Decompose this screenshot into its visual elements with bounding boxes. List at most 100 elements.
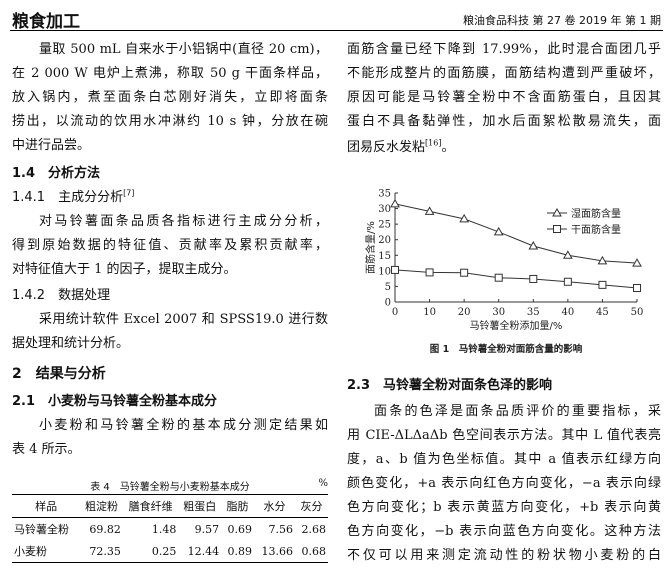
data-point [391,265,399,274]
table-cell: 12.44 [178,540,222,563]
series-line-2 [394,269,638,289]
text-line: 放入锅内，煮至面条白芯刚好消失，立即将面条 [12,90,328,105]
journal-info: 粮油食品科技 第 27 卷 2019 年 第 1 期 [463,14,661,27]
data-point [633,283,641,292]
gluten-content-chart: 0 5 10 15 20 25 30 35 0 10 20 30 35 40 45 50 马铃薯全粉添加量/% 面… [364,189,644,356]
table-cell: 1.48 [151,522,177,536]
text-line: 对马铃薯面条品质各指标进行主成分分析， [39,214,328,229]
figure-caption: 图 1 马铃薯全粉对面筋含量的影响 [430,343,583,355]
table-cell: 0.89 [221,540,254,563]
column-header: 脂肪 [221,494,254,518]
table-cell: 7.56 [268,522,294,536]
y-tick-label: 15 [378,251,391,262]
x-tick-label: 40 [561,307,574,318]
data-point [460,268,469,277]
text-line: 色方向变化，−b 表示向蓝色方向变化。这种方法 [347,524,661,539]
data-point [390,198,400,208]
x-axis-label: 马铃薯全粉添加量/% [470,319,563,332]
data-point [493,226,504,236]
y-tick-label: 0 [385,298,391,309]
table-cell: 69.82 [89,522,121,536]
data-point [597,255,608,265]
column-header: 粗蛋白 [178,494,222,518]
section-title: 粮食加工 [12,12,80,32]
text-line: 颜色变化，+a 表示向红色方向变化，−a 表示向绿 [347,476,661,491]
heading-1-4-1: 1.4.1 主成分分析[7] [12,188,135,205]
text-line: 不能形成整片的面筋膜，面筋结构遭到严重破坏， [347,66,661,81]
data-point [598,280,607,289]
x-tick-label: 50 [631,307,644,318]
text-line: 在 2 000 W 电炉上煮沸，称取 50 g 干面条样品， [12,66,328,81]
data-point [529,274,538,283]
y-tick-label: 35 [378,189,391,200]
data-point [424,206,435,215]
table-caption: 表 4 马铃薯全粉与小麦粉基本成分 [90,482,250,493]
text-line: 量取 500 mL 自来水于小铝锅中(直径 20 cm)， [39,42,328,57]
column-header: 膳食纤维 [122,494,179,518]
composition-table: 样品 粗淀粉 膳食纤维 粗蛋白 脂肪 水分 灰分 马铃薯全粉 69.82 1.4… [12,494,328,563]
x-tick-label: 10 [423,307,436,318]
text-line: 中进行品尝。 [12,138,91,153]
column-header: 粗淀粉 [80,494,123,518]
text-line: 蛋白不具备黏弹性，加水后面絮松散易流失，面 [347,114,661,129]
y-axis-label: 面筋含量/% [364,221,377,274]
heading-2: 2 结果与分析 [12,366,106,382]
y-tick-label: 5 [385,282,391,293]
text-line: 团易反水发粘[16]。 [347,138,455,155]
table-cell: 72.35 [80,540,123,563]
table-cell: 马铃薯全粉 [14,523,69,536]
text-line: 面筋含量已经下降到 17.99%，此时混合面团几乎 [347,42,661,57]
data-point [563,277,572,286]
table-cell: 小麦粉 [12,540,81,563]
text-line: 原因可能是马铃薯全粉中不含面筋蛋白，且因其 [347,90,661,105]
table-cell: 2.68 [301,522,327,536]
legend-marker [553,225,561,233]
x-tick-label: 45 [596,307,609,318]
heading-2-1: 2.1 小麦粉与马铃薯全粉基本成分 [12,394,218,409]
table-cell: 13.66 [254,540,296,563]
text-line: 对特征值大于 1 的因子，提取主成分。 [12,262,237,277]
data-point [494,273,503,282]
table-cell: 0.25 [122,540,179,563]
y-tick-label: 20 [378,235,391,246]
column-header: 样品 [12,494,81,518]
data-point [425,268,434,277]
text-line: 不仅可以用来测定流动性的粉状物小麦粉的白 [347,548,661,563]
text-line: 色方向变化；b 表示黄蓝方向变化，+b 表示向黄 [347,500,661,515]
table-row: 小麦粉 72.35 0.25 12.44 0.89 13.66 0.68 [12,540,328,563]
text-line: 用 CIE-ΔLΔaΔb 色空间表示方法。其中 L 值代表亮 [347,428,661,443]
text-line: 小麦粉和马铃薯全粉的基本成分测定结果如 [39,418,328,433]
data-point [632,258,642,267]
table-unit: % [318,478,328,489]
x-tick-label: 20 [458,307,471,318]
table-cell: 9.57 [194,522,220,536]
header-rule [10,30,663,31]
heading-2-3: 2.3 马铃薯全粉对面条色泽的影响 [347,378,553,393]
heading-1-4-2: 1.4.2 数据处理 [12,288,111,303]
legend-marker [552,207,562,217]
text-line: 度，a、b 值为色坐标值。其中 a 值表示红绿方向 [347,452,661,467]
text-line: 面条的色泽是面条品质评价的重要指标，采 [374,404,661,419]
text-line: 据处理和统计分析。 [12,336,130,351]
legend-label: 干面筋含量 [571,223,621,236]
series-line-1 [394,203,638,264]
y-tick-label: 30 [378,204,391,215]
legend-label: 湿面筋含量 [571,207,621,220]
x-tick-label: 0 [392,307,398,318]
table-cell: 0.69 [227,522,253,536]
table-cell: 0.68 [295,540,328,563]
text-line: 采用统计软件 Excel 2007 和 SPSS19.0 进行数 [39,312,328,327]
x-tick-label: 30 [492,307,505,318]
y-tick-label: 10 [378,266,391,277]
text-line: 捞出，以流动的饮用水冲淋约 10 s 钟，分放在碗 [12,114,328,129]
table-row: 马铃薯全粉 69.82 1.48 9.57 0.69 7.56 2.68 [12,518,328,541]
y-tick-label: 25 [378,220,391,231]
column-header: 水分 [254,494,296,518]
data-point [459,213,470,223]
column-header: 灰分 [295,494,328,518]
text-line: 表 4 所示。 [12,442,81,457]
text-line: 得到原始数据的特征值、贡献率及累积贡献率， [12,238,328,253]
table-header-row: 样品 粗淀粉 膳食纤维 粗蛋白 脂肪 水分 灰分 [12,494,328,518]
data-point [528,240,539,250]
